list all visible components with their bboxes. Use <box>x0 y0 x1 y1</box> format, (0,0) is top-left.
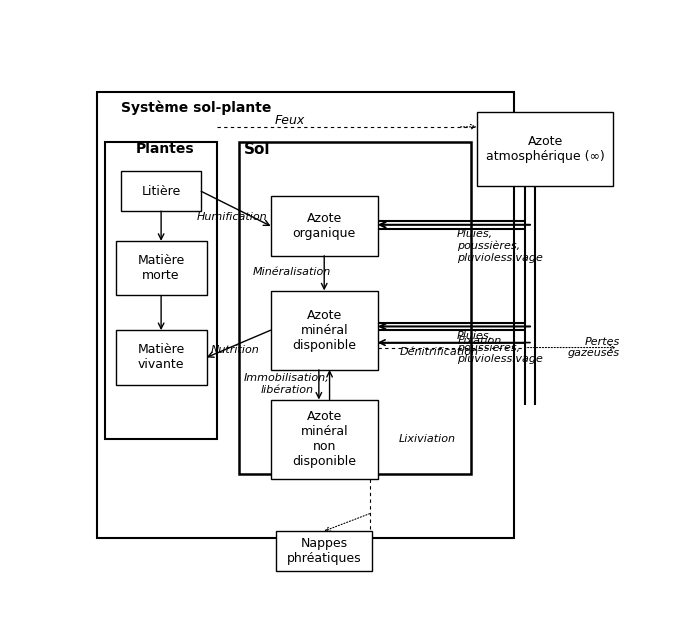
Text: Fixation: Fixation <box>458 336 502 346</box>
Text: Azote
minéral
non
disponible: Azote minéral non disponible <box>292 410 356 468</box>
Bar <box>270 196 377 256</box>
Text: Matière
vivante: Matière vivante <box>137 343 185 372</box>
Text: Matière
morte: Matière morte <box>137 254 185 282</box>
Text: Humification: Humification <box>197 212 267 222</box>
Text: Azote
minéral
disponible: Azote minéral disponible <box>292 308 356 352</box>
Text: Feux: Feux <box>275 114 304 127</box>
Text: Plantes: Plantes <box>135 142 194 156</box>
Text: Litière: Litière <box>141 185 181 198</box>
Text: Sol: Sol <box>244 142 270 156</box>
Bar <box>270 290 377 370</box>
Bar <box>477 112 613 186</box>
Bar <box>105 142 217 439</box>
Text: Dénitrification: Dénitrification <box>400 346 479 357</box>
Text: Pertes
gazeuses: Pertes gazeuses <box>568 337 620 358</box>
Text: Nappes
phréatiques: Nappes phréatiques <box>287 537 362 565</box>
Text: Pluies,
poussières,
pluviolessivage: Pluies, poussières, pluviolessivage <box>457 330 543 365</box>
Bar <box>121 171 201 211</box>
Text: Azote
organique: Azote organique <box>293 212 356 240</box>
Text: Pluies,
poussières,
pluviolessivage: Pluies, poussières, pluviolessivage <box>457 229 543 263</box>
Text: Lixiviation: Lixiviation <box>399 434 456 444</box>
Text: Nutrition: Nutrition <box>210 345 259 355</box>
Text: Système sol-plante: Système sol-plante <box>121 100 271 115</box>
Bar <box>239 142 471 474</box>
Text: Azote
atmosphérique (∞): Azote atmosphérique (∞) <box>486 135 604 163</box>
Bar <box>276 531 373 571</box>
Bar <box>97 92 514 538</box>
Text: Immobilisation,
libération: Immobilisation, libération <box>244 373 330 395</box>
Bar <box>270 399 377 479</box>
Bar <box>116 241 206 296</box>
Bar <box>116 330 206 384</box>
Text: Minéralisation: Minéralisation <box>253 267 331 277</box>
